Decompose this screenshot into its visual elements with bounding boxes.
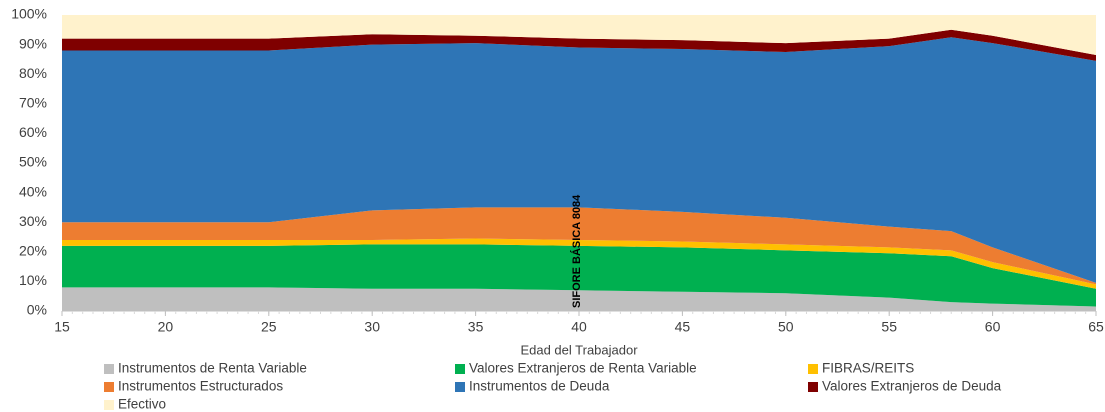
x-tick-label: 20 bbox=[158, 319, 174, 335]
area bbox=[62, 207, 1096, 285]
y-tick-label: 80% bbox=[19, 65, 47, 81]
x-tick-label: 55 bbox=[881, 319, 897, 335]
legend-label: Efectivo bbox=[118, 397, 166, 412]
x-tick-label: 60 bbox=[985, 319, 1001, 335]
legend-swatch bbox=[455, 382, 465, 392]
y-tick-label: 90% bbox=[19, 35, 47, 51]
legend-swatch bbox=[808, 364, 818, 374]
area bbox=[62, 37, 1096, 283]
legend-label: Valores Extranjeros de Deuda bbox=[822, 379, 1002, 394]
area bbox=[62, 29, 1096, 61]
legend-swatch bbox=[455, 364, 465, 374]
y-tick-label: 100% bbox=[11, 6, 47, 22]
area bbox=[62, 287, 1096, 311]
x-axis-label: Edad del Trabajador bbox=[520, 342, 638, 357]
x-tick-label: 65 bbox=[1088, 319, 1104, 335]
legend-swatch bbox=[104, 400, 114, 410]
area bbox=[62, 244, 1096, 307]
x-tick-label: 40 bbox=[571, 319, 587, 335]
x-tick-label: 50 bbox=[778, 319, 794, 335]
x-tick-label: 30 bbox=[364, 319, 380, 335]
y-tick-label: 30% bbox=[19, 213, 47, 229]
x-tick-label: 15 bbox=[54, 319, 70, 335]
legend-label: Instrumentos de Deuda bbox=[469, 379, 610, 394]
area bbox=[62, 238, 1096, 289]
legend-swatch bbox=[808, 382, 818, 392]
y-tick-label: 20% bbox=[19, 243, 47, 259]
y-tick-label: 70% bbox=[19, 95, 47, 111]
annotation: SIFORE BÁSICA 8084 bbox=[570, 194, 583, 308]
x-tick-label: 25 bbox=[261, 319, 277, 335]
legend-label: Instrumentos Estructurados bbox=[118, 379, 283, 394]
y-tick-label: 40% bbox=[19, 183, 47, 199]
area bbox=[62, 15, 1096, 55]
legend-label: Instrumentos de Renta Variable bbox=[118, 361, 307, 376]
legend-swatch bbox=[104, 382, 114, 392]
y-tick-label: 60% bbox=[19, 124, 47, 140]
x-tick-label: 35 bbox=[468, 319, 484, 335]
y-tick-label: 10% bbox=[19, 272, 47, 288]
legend-swatch bbox=[104, 364, 114, 374]
legend-label: FIBRAS/REITS bbox=[822, 361, 914, 376]
x-tick-label: 45 bbox=[675, 319, 691, 335]
plot-area bbox=[62, 15, 1096, 311]
y-tick-label: 0% bbox=[27, 302, 47, 318]
legend: Instrumentos de Renta Variable Valores Ex… bbox=[104, 361, 1002, 412]
axes: 0% 10% 20% 30% 40% 50% 60% 70% 80% 90% 100% 15 20 25 3… bbox=[11, 6, 1104, 335]
legend-label: Valores Extranjeros de Renta Variable bbox=[469, 361, 697, 376]
y-tick-label: 50% bbox=[19, 154, 47, 170]
